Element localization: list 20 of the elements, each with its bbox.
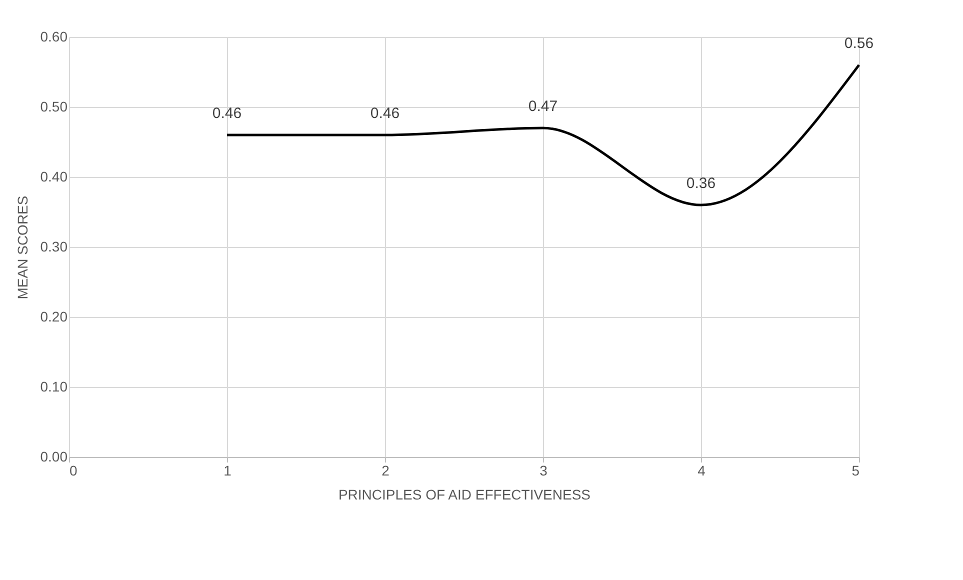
- y-tick-label: 0.30: [40, 238, 68, 254]
- y-tick-label: 0.60: [40, 28, 68, 44]
- y-tick-label: 0.10: [40, 378, 68, 394]
- x-tick-label: 3: [540, 462, 548, 478]
- data-label: 0.46: [370, 105, 400, 122]
- data-label: 0.47: [528, 98, 558, 115]
- data-label: 0.36: [686, 175, 716, 192]
- data-label: 0.46: [212, 105, 242, 122]
- y-tick-label: 0.20: [40, 308, 68, 324]
- data-label: 0.56: [844, 35, 874, 52]
- y-tick-label: 0.00: [40, 448, 68, 464]
- x-tick-label: 0: [70, 462, 78, 478]
- y-tick-label: 0.50: [40, 98, 68, 114]
- x-axis-title: PRINCIPLES OF AID EFFECTIVENESS: [338, 486, 591, 502]
- x-tick-label: 2: [382, 462, 390, 478]
- y-axis-title: MEAN SCORES: [14, 196, 30, 300]
- x-tick-label: 5: [852, 462, 860, 478]
- x-tick-label: 1: [224, 462, 232, 478]
- y-tick-label: 0.40: [40, 168, 68, 184]
- x-tick-label: 4: [698, 462, 706, 478]
